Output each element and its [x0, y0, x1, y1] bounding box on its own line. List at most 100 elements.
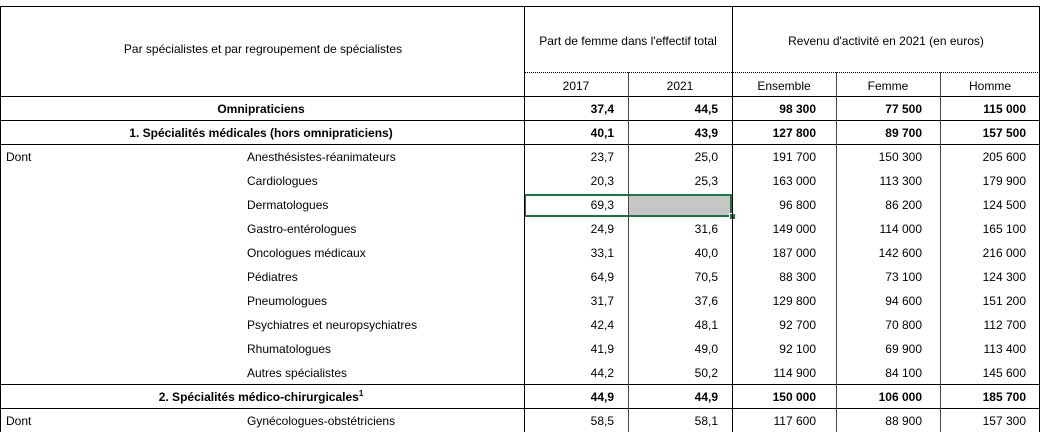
cell-v2017[interactable]: 24,9: [590, 222, 614, 236]
row-label[interactable]: Gynécologues-obstétriciens: [247, 409, 517, 433]
cell-v2017[interactable]: 69,3: [590, 198, 614, 212]
cell-homme[interactable]: 216 000: [982, 246, 1026, 260]
cell-v2021[interactable]: 44,9: [694, 390, 718, 404]
row-prefix[interactable]: [6, 241, 66, 265]
cell-ensemble[interactable]: 88 300: [779, 270, 816, 284]
cell-v2017[interactable]: 37,4: [590, 102, 614, 116]
cell-ensemble[interactable]: 92 100: [779, 342, 816, 356]
row-prefix[interactable]: [6, 313, 66, 337]
col-header-femme: Femme: [867, 79, 909, 93]
cell-v2021[interactable]: 37,6: [694, 294, 718, 308]
row-prefix[interactable]: [6, 361, 66, 385]
cell-v2021[interactable]: 43,9: [694, 126, 718, 140]
cell-ensemble[interactable]: 129 800: [772, 294, 816, 308]
cell-homme[interactable]: 113 400: [983, 342, 1027, 356]
cell-femme[interactable]: 142 600: [878, 246, 922, 260]
cell-femme[interactable]: 88 900: [885, 414, 922, 428]
cell-v2017[interactable]: 42,4: [590, 318, 614, 332]
cell-homme[interactable]: 157 500: [982, 126, 1026, 140]
cell-v2017[interactable]: 41,9: [590, 342, 614, 356]
cell-v2017[interactable]: 44,9: [590, 390, 614, 404]
cell-femme[interactable]: 86 200: [885, 198, 922, 212]
cell-v2021[interactable]: 49,0: [694, 342, 718, 356]
cell-ensemble[interactable]: 187 000: [772, 246, 816, 260]
row-prefix[interactable]: [6, 193, 66, 217]
cell-v2017[interactable]: 64,9: [590, 270, 614, 284]
cell-v2017[interactable]: 23,7: [590, 150, 614, 164]
grid-line: [0, 6, 1040, 7]
cell-ensemble[interactable]: 127 800: [772, 126, 816, 140]
row-prefix[interactable]: Dont: [6, 150, 32, 164]
cell-homme[interactable]: 185 700: [982, 390, 1026, 404]
row-label[interactable]: 1. Spécialités médicales (hors omniprati…: [6, 121, 516, 145]
row-label[interactable]: Pédiatres: [247, 265, 517, 289]
cell-femme[interactable]: 73 100: [885, 270, 922, 284]
row-label[interactable]: Anesthésistes-réanimateurs: [247, 145, 517, 169]
cell-v2021[interactable]: 25,3: [694, 174, 718, 188]
row-label-text: Gynécologues-obstétriciens: [247, 414, 396, 428]
cell-homme[interactable]: 124 500: [982, 198, 1026, 212]
row-label[interactable]: Oncologues médicaux: [247, 241, 517, 265]
cell-v2017[interactable]: 31,7: [590, 294, 614, 308]
cell-ensemble[interactable]: 149 000: [772, 222, 816, 236]
row-label[interactable]: Rhumatologues: [247, 337, 517, 361]
cell-femme[interactable]: 84 100: [885, 366, 922, 380]
cell-homme[interactable]: 124 300: [982, 270, 1026, 284]
row-prefix[interactable]: [6, 169, 66, 193]
table-row: 2. Spécialités médico-chirurgicales1 44,9…: [0, 385, 1040, 409]
cell-femme[interactable]: 89 700: [885, 126, 922, 140]
cell-femme[interactable]: 114 000: [879, 222, 923, 236]
cell-v2021[interactable]: 48,1: [694, 318, 718, 332]
cell-femme[interactable]: 113 300: [879, 174, 923, 188]
cell-femme[interactable]: 69 900: [885, 342, 922, 356]
cell-v2021[interactable]: 50,2: [694, 366, 718, 380]
row-label-text: Rhumatologues: [247, 342, 332, 356]
row-prefix[interactable]: [6, 289, 66, 313]
row-prefix[interactable]: [6, 265, 66, 289]
row-label[interactable]: Gastro-entérologues: [247, 217, 517, 241]
cell-ensemble[interactable]: 96 800: [779, 198, 816, 212]
cell-femme[interactable]: 150 300: [878, 150, 922, 164]
cell-v2021[interactable]: 25,0: [694, 150, 718, 164]
row-label[interactable]: 2. Spécialités médico-chirurgicales1: [6, 385, 516, 409]
cell-ensemble[interactable]: 98 300: [779, 102, 816, 116]
cell-ensemble[interactable]: 114 900: [773, 366, 817, 380]
cell-ensemble[interactable]: 92 700: [779, 318, 816, 332]
table-row: Gastro-entérologues 24,9 31,6 149 000 114 00…: [0, 217, 1040, 241]
cell-v2017[interactable]: 20,3: [590, 174, 614, 188]
cell-homme[interactable]: 115 000: [983, 102, 1026, 116]
cell-homme[interactable]: 165 100: [982, 222, 1026, 236]
cell-femme[interactable]: 94 600: [885, 294, 922, 308]
cell-v2017[interactable]: 44,2: [590, 366, 614, 380]
cell-v2021[interactable]: 58,1: [694, 414, 718, 428]
cell-homme[interactable]: 179 900: [982, 174, 1026, 188]
cell-ensemble[interactable]: 150 000: [772, 390, 816, 404]
cell-homme[interactable]: 205 600: [982, 150, 1026, 164]
cell-v2021[interactable]: 44,5: [694, 102, 718, 116]
cell-v2017[interactable]: 58,5: [590, 414, 614, 428]
cell-homme[interactable]: 112 700: [983, 318, 1027, 332]
row-prefix[interactable]: [6, 337, 66, 361]
cell-femme[interactable]: 70 800: [885, 318, 922, 332]
cell-v2017[interactable]: 40,1: [590, 126, 614, 140]
cell-femme[interactable]: 77 500: [885, 102, 922, 116]
cell-ensemble[interactable]: 117 600: [773, 414, 817, 428]
row-label[interactable]: Psychiatres et neuropsychiatres: [247, 313, 517, 337]
row-label[interactable]: Omnipraticiens: [6, 97, 516, 121]
row-prefix[interactable]: Dont: [6, 414, 32, 428]
cell-v2017[interactable]: 33,1: [590, 246, 614, 260]
cell-homme[interactable]: 151 200: [982, 294, 1026, 308]
row-label[interactable]: Dermatologues: [247, 193, 517, 217]
row-label[interactable]: Cardiologues: [247, 169, 517, 193]
cell-v2021[interactable]: 70,5: [694, 270, 718, 284]
row-label[interactable]: Autres spécialistes: [247, 361, 517, 385]
cell-ensemble[interactable]: 191 700: [772, 150, 816, 164]
cell-v2021[interactable]: 31,6: [694, 222, 718, 236]
cell-femme[interactable]: 106 000: [878, 390, 922, 404]
row-prefix[interactable]: [6, 217, 66, 241]
cell-ensemble[interactable]: 163 000: [772, 174, 816, 188]
cell-homme[interactable]: 157 300: [982, 414, 1026, 428]
cell-homme[interactable]: 145 600: [982, 366, 1026, 380]
cell-v2021[interactable]: 40,0: [694, 246, 718, 260]
row-label[interactable]: Pneumologues: [247, 289, 517, 313]
